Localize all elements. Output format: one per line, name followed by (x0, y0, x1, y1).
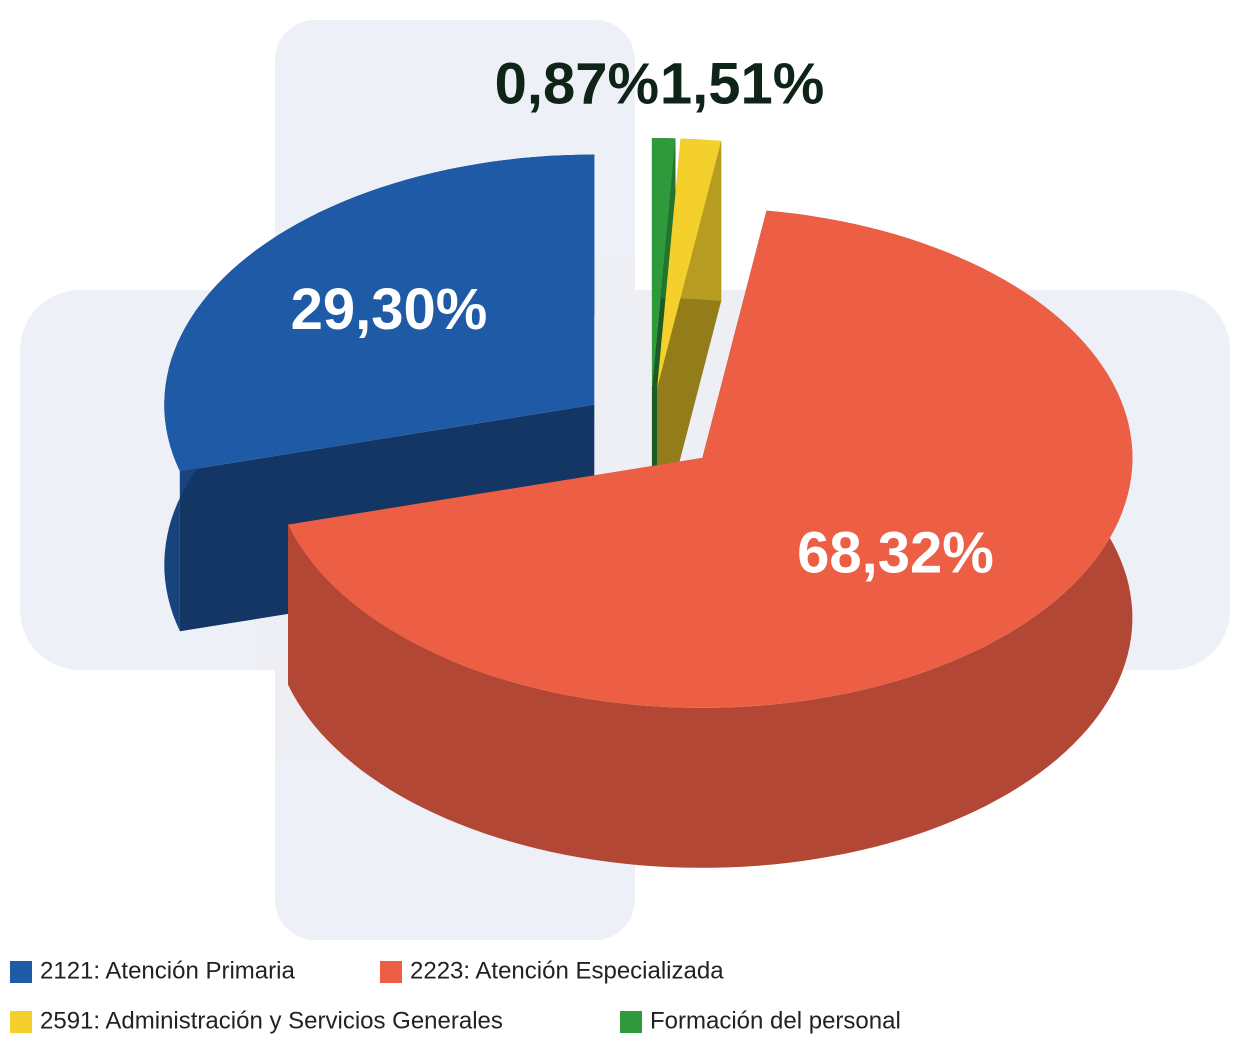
legend-swatch (620, 1011, 642, 1033)
legend-swatch (380, 961, 402, 983)
legend-label: 2223: Atención Especializada (410, 957, 724, 984)
legend-swatch (10, 961, 32, 983)
pie-slice (657, 138, 722, 549)
slice-top (288, 210, 1133, 708)
value-label: 68,32% (797, 521, 994, 586)
legend-swatch (10, 1011, 32, 1033)
value-label: 0,87% (495, 51, 659, 116)
value-label: 1,51% (660, 52, 824, 117)
legend-label: 2121: Atención Primaria (40, 957, 295, 984)
slice-top (651, 138, 676, 388)
slice-top (657, 138, 722, 389)
pie-slice (288, 210, 1133, 868)
slice-top (164, 154, 595, 472)
legend-label: 2591: Administración y Servicios General… (40, 1007, 503, 1034)
legend-label: Formación del personal (650, 1007, 901, 1034)
value-label: 29,30% (291, 277, 488, 342)
